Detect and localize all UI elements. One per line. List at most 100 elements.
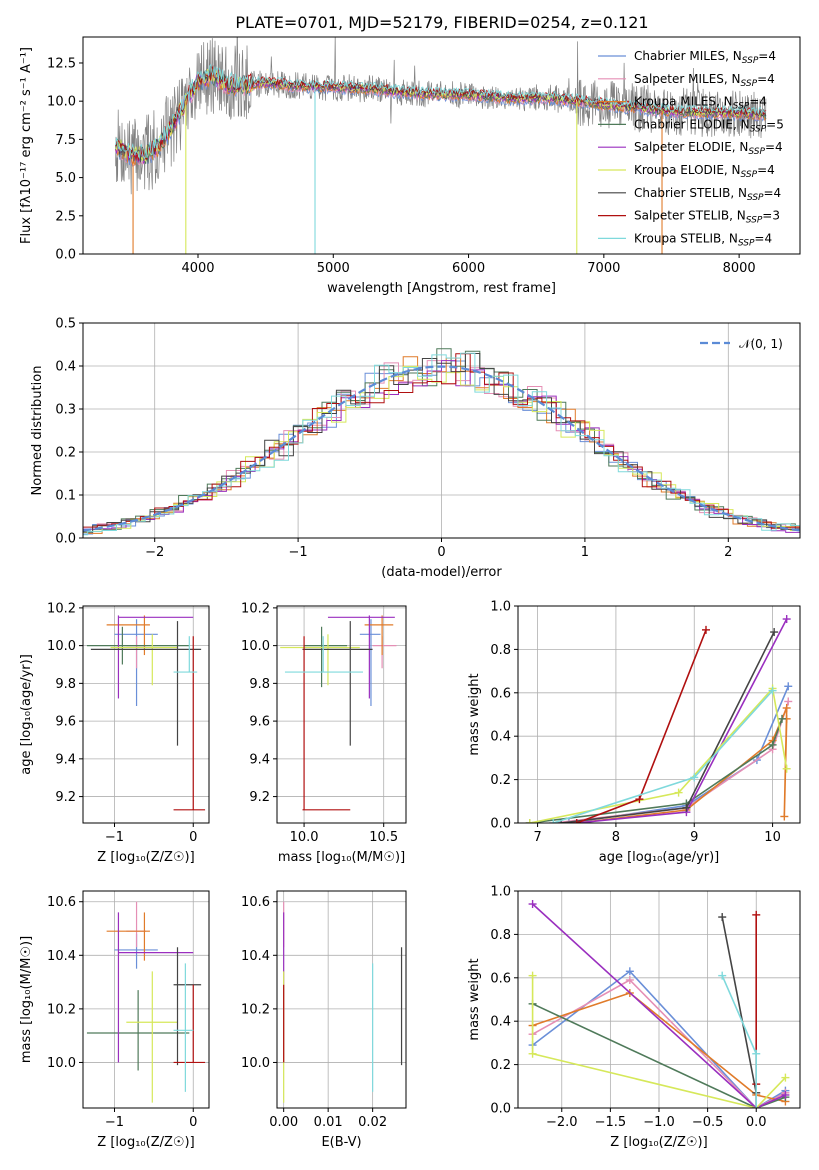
y-axis-label: mass [log₁₀(M/M☉)] [19,936,34,1063]
y-tick-label: 10.2 [241,601,270,616]
plot-area [86,901,206,1103]
plot-area [280,615,397,811]
y-axis-label: mass weight [467,673,482,755]
weight-marker [625,975,634,984]
errorbar-point [359,619,381,707]
plot-area [86,615,206,811]
weight-marker [752,910,761,919]
x-tick-label: 6000 [452,261,485,276]
weight-marker [768,740,777,749]
errorbar-point [86,626,190,665]
x-tick-label: −1 [289,545,308,560]
x-tick-label: −1 [105,830,124,845]
weight-marker [674,788,683,797]
y-tick-label: 10.0 [47,1056,76,1071]
plot-area [115,37,767,254]
x-axis-label: E(B-V) [321,1135,361,1150]
y-tick-label: 0.3 [55,403,76,418]
errorbar-point [90,621,202,746]
y-tick-label: 0.0 [55,532,76,547]
y-tick-label: 10.6 [47,895,76,910]
y-tick-label: 0.4 [55,360,76,375]
residual-histogram-panel: 𝒩(0, 1) −2 −1 0 1 2 0.0 0.1 0.2 0.3 0.4 0.5 (data-mo… [30,317,801,580]
weight-marker [572,819,581,823]
weight-marker [752,1104,761,1108]
weight-marker [768,686,777,695]
legend-label: 𝒩(0, 1) [739,337,783,351]
weight-marker [777,714,786,723]
legend-label: Kroupa ELODIE, NSSP=4 [634,163,775,180]
x-tick-label: 9 [690,830,698,845]
axes-frame [82,605,210,824]
x-axis-label: wavelength [Angstrom, rest frame] [327,281,556,296]
legend-label: Kroupa MILES, NSSP=4 [634,95,767,112]
weight-marker [625,967,634,976]
y-tick-label: 0.5 [55,317,76,332]
x-tick-label: −2 [145,545,164,560]
errorbar-point [126,901,146,948]
errorbar-point [106,615,150,656]
x-tick-label: −2.0 [546,1115,578,1130]
y-tick-label: 10.2 [47,1002,76,1017]
x-axis-label: Z [log₁₀(Z/Z☉)] [610,1135,707,1150]
errorbar-point [173,963,194,1092]
x-axis-label: age [log₁₀(age/yr)] [599,850,720,865]
x-tick-label: 1 [581,545,589,560]
weight-marker [635,795,644,804]
y-tick-label: 0.2 [490,1058,511,1073]
x-tick-label: 4000 [181,261,214,276]
weight-marker [784,682,793,691]
errorbar-point [126,636,146,669]
errorbar-point [302,621,373,746]
y-tick-label: 10.2 [241,1002,270,1017]
errorbar-point [280,634,360,686]
y-tick-label: 0.8 [490,643,511,658]
age-vs-mass-panel: 10.0 10.5 9.2 9.4 9.6 9.8 10.0 10.2 mass [log₁₀(… [241,601,407,865]
y-tick-label: 5.0 [55,171,76,186]
x-axis-label: Z [log₁₀(Z/Z☉)] [97,850,194,865]
age-vs-metallicity-panel: −1 0 9.2 9.4 9.6 9.8 10.0 10.2 Z [log₁₀(Z/Z☉)] ag… [19,601,210,865]
mass-vs-metallicity-panel: −1 0 10.0 10.2 10.4 10.6 Z [log₁₀(Z/Z☉)] mass [… [19,890,210,1150]
x-tick-label: −1.0 [643,1115,675,1130]
y-tick-label: 0.8 [490,928,511,943]
weight-marker [782,615,791,624]
errorbar-point [106,912,150,961]
y-tick-label: 9.2 [249,790,270,805]
spectrum-panel: 4000 5000 6000 7000 8000 0.0 2.5 5.0 7.5 10.0 12.5… [19,36,801,296]
figure-title: PLATE=0701, MJD=52179, FIBERID=0254, z=0… [235,13,648,32]
x-tick-label: −1 [105,1115,124,1130]
errorbar-point [173,947,202,1066]
weight-marker [682,803,691,812]
errorbar-point [173,984,206,1064]
y-tick-label: 9.4 [249,752,270,767]
weight-line-kroupa-stelib [721,975,758,1108]
weight-marker [564,819,573,823]
legend-label: Salpeter STELIB, NSSP=3 [634,209,780,226]
weight-line-kroupa-elodie [529,686,788,823]
y-tick-label: 0.1 [55,489,76,504]
weight-line-chabrier-miles [532,970,786,1108]
gaussian-reference-curve [83,365,800,532]
axes-frame [82,890,210,1109]
x-axis-label: (data-model)/error [381,565,502,580]
x-tick-label: 7 [533,830,541,845]
weight-marker [702,625,710,634]
spectrum-legend: Chabrier MILES, NSSP=4 Salpeter MILES, NS… [598,49,784,248]
axes-frame [82,36,801,255]
x-tick-label: 10.5 [369,830,398,845]
mass-weight-vs-age-panel: 7 8 9 10 0.0 0.2 0.4 0.6 0.8 1.0 age [log₁₀(age/yr… [467,600,801,865]
weight-marker [781,1073,790,1082]
mass-weight-vs-metallicity-panel: −2.0 −1.5 −1.0 −0.5 0.0 0.0 0.2 0.4 0.6 0.8 1.0 Z [… [467,885,801,1150]
y-tick-label: 12.5 [47,56,76,71]
y-tick-label: 1.0 [490,885,511,900]
weight-marker [528,1049,537,1058]
y-tick-label: 0.0 [55,248,76,263]
weight-line-chabrier-elodie [529,718,783,823]
x-axis-label: Z [log₁₀(Z/Z☉)] [97,1135,194,1150]
weight-line-chabrier-elodie [532,1003,786,1108]
model-spectrum-kroupa-stelib [115,63,767,161]
x-axis-label: mass [log₁₀(M/M☉)] [278,850,405,865]
y-tick-label: 0.0 [490,1102,511,1117]
x-tick-label: 10.0 [290,830,319,845]
legend-label: Kroupa STELIB, NSSP=4 [634,231,772,248]
